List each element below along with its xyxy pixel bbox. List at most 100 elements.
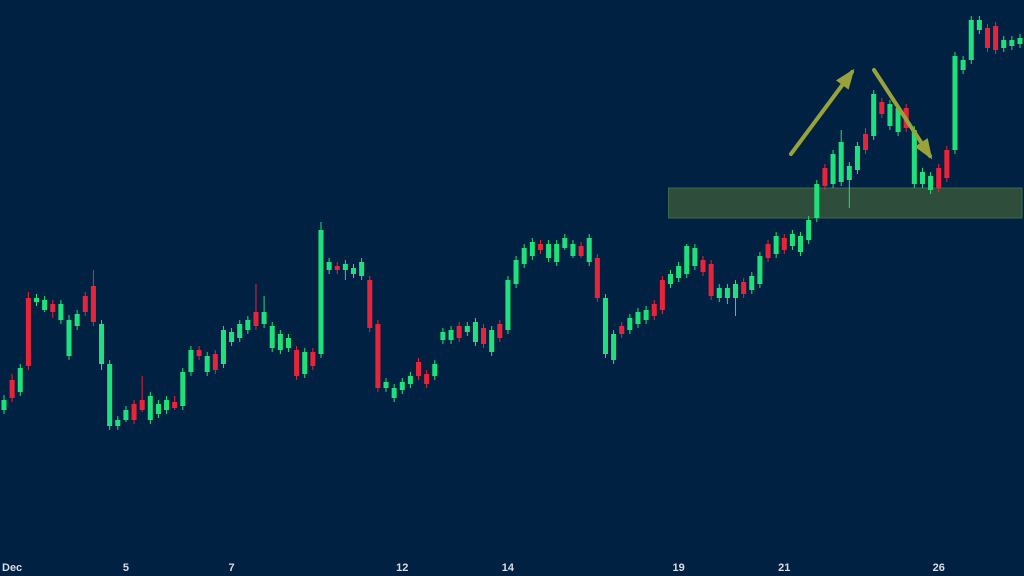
candle-body: [716, 288, 722, 298]
candle-body: [667, 274, 674, 284]
candle-body: [895, 108, 901, 132]
candle-body: [416, 362, 422, 376]
candle-body: [928, 176, 934, 190]
candle-body: [107, 364, 113, 426]
candle-body: [204, 356, 210, 372]
candle-body: [919, 172, 925, 184]
candle-body: [334, 266, 340, 270]
candle-body: [944, 150, 950, 178]
candle-body: [733, 284, 739, 298]
support-zone: [667, 187, 1023, 219]
candle-body: [546, 244, 552, 258]
candle-body: [497, 324, 503, 338]
candle-body: [1, 400, 7, 410]
candle-body: [17, 368, 23, 392]
candle-body: [968, 20, 974, 60]
candle-body: [399, 382, 405, 390]
candle-body: [879, 102, 885, 114]
candle-body: [765, 244, 771, 258]
candle-body: [424, 374, 430, 384]
candle-body: [521, 248, 527, 264]
candle-body: [529, 242, 535, 256]
candle-body: [294, 350, 300, 376]
candle-body: [285, 338, 291, 348]
candle-body: [253, 312, 259, 326]
candle-body: [407, 376, 413, 384]
candle-body: [781, 238, 787, 250]
candle-body: [1009, 40, 1015, 46]
candle-body: [302, 352, 308, 374]
candle-body: [789, 234, 795, 246]
candle-body: [976, 20, 982, 30]
candle-body: [911, 130, 917, 184]
candle-body: [472, 322, 478, 342]
candle-body: [936, 168, 942, 188]
candle-body: [708, 264, 714, 296]
candle-body: [700, 260, 706, 272]
x-tick-label: 14: [502, 562, 515, 574]
candle-body: [212, 354, 218, 370]
candle-body: [269, 326, 275, 348]
candle-body: [456, 326, 462, 338]
candle-body: [99, 324, 105, 364]
x-tick-label: Dec: [2, 562, 22, 574]
candle-body: [196, 350, 202, 356]
candle-body: [383, 382, 389, 388]
x-tick-label: 26: [933, 562, 945, 574]
candle-body: [741, 282, 747, 294]
candle-body: [757, 256, 763, 284]
candle-body: [391, 388, 397, 398]
candle-body: [643, 310, 649, 320]
candle-body: [537, 244, 543, 250]
candle-body: [66, 320, 72, 356]
candle-body: [773, 236, 779, 254]
candle-body: [570, 244, 576, 256]
down-arrow-shaft: [872, 68, 932, 158]
candle-body: [245, 320, 251, 330]
candle-body: [676, 266, 682, 278]
x-tick-label: 7: [229, 562, 235, 574]
candle-body: [42, 300, 48, 310]
up-arrow-shaft: [789, 70, 854, 156]
candle-body: [505, 280, 511, 330]
candle-body: [724, 288, 730, 298]
candle-body: [229, 332, 235, 342]
candle-body: [627, 318, 633, 330]
candle-body: [115, 420, 121, 426]
candle-body: [139, 400, 145, 410]
candle-body: [651, 304, 657, 316]
candle-body: [147, 396, 153, 420]
candle-body: [960, 60, 966, 70]
candle-body: [74, 314, 80, 326]
candle-body: [82, 296, 88, 312]
candle-body: [749, 276, 755, 290]
candle-body: [798, 236, 804, 252]
candle-body: [822, 168, 828, 186]
candle-body: [586, 238, 592, 262]
candle-body: [50, 304, 56, 312]
candle-body: [172, 402, 178, 408]
candle-body: [350, 268, 357, 274]
candle-body: [155, 404, 161, 414]
candle-body: [375, 324, 381, 388]
x-tick-label: 12: [396, 562, 408, 574]
candle-body: [993, 26, 999, 50]
candle-body: [440, 332, 446, 340]
candle-body: [25, 298, 31, 366]
candle-body: [562, 238, 568, 248]
candle-body: [611, 334, 617, 360]
candle-body: [854, 146, 860, 170]
candle-body: [887, 104, 893, 126]
x-tick-label: 19: [672, 562, 684, 574]
candle-body: [90, 286, 96, 322]
candle-body: [261, 312, 267, 324]
candle-body: [513, 260, 519, 284]
candle-body: [684, 246, 690, 274]
candle-body: [984, 28, 991, 48]
candle-body: [318, 230, 324, 354]
candle-body: [367, 280, 373, 328]
candle-body: [814, 184, 820, 218]
candle-body: [1001, 40, 1007, 48]
